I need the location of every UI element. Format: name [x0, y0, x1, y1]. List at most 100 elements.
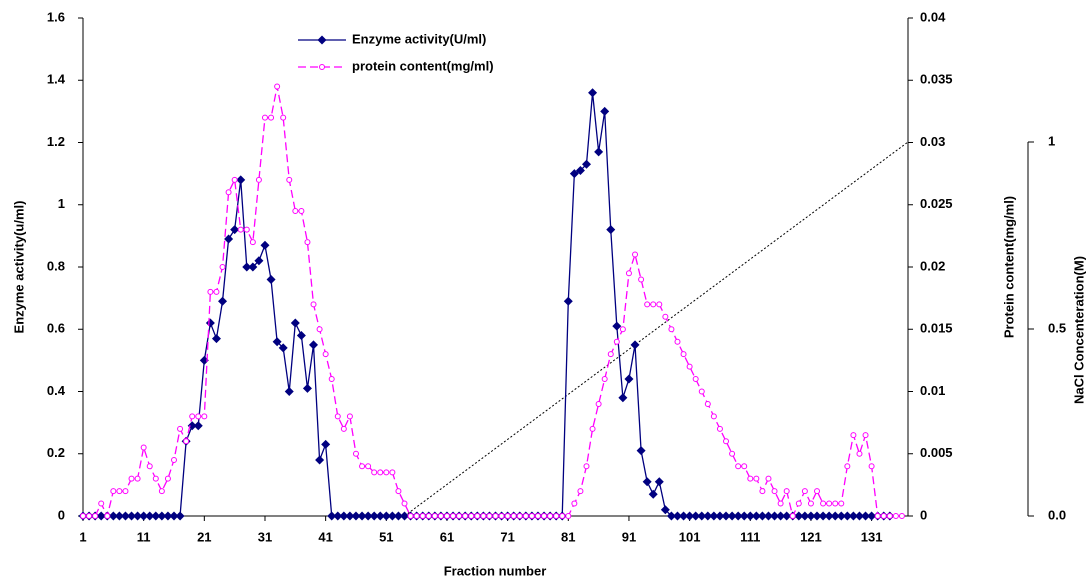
- data-point: [575, 166, 585, 176]
- data-point: [127, 511, 137, 521]
- y-tick-label: 1.4: [47, 72, 66, 87]
- data-point: [346, 413, 353, 420]
- data-point: [189, 413, 196, 420]
- data-point: [733, 511, 743, 521]
- y3-tick-label: 0.5: [1048, 320, 1066, 335]
- data-point: [334, 413, 341, 420]
- series-line: [83, 86, 902, 518]
- data-point: [868, 463, 875, 470]
- data-point: [867, 511, 877, 521]
- x-tick-label: 131: [861, 529, 883, 544]
- data-point: [679, 511, 689, 521]
- data-point: [211, 334, 221, 344]
- data-point: [703, 511, 713, 521]
- data-point: [157, 511, 167, 521]
- data-point: [110, 488, 117, 495]
- x-tick-label: 111: [740, 529, 760, 544]
- y-tick-label: 0: [58, 507, 65, 522]
- x-tick-label: 31: [258, 529, 272, 544]
- data-point: [874, 513, 881, 519]
- data-point: [648, 489, 658, 499]
- data-point: [668, 326, 675, 333]
- data-point: [686, 363, 693, 370]
- data-point: [151, 511, 161, 521]
- data-point: [698, 388, 705, 395]
- data-point: [820, 500, 827, 507]
- x-tick-label: 21: [197, 529, 211, 544]
- data-point: [624, 374, 634, 384]
- y-tick-label: 0.4: [47, 383, 66, 398]
- data-point: [735, 463, 742, 470]
- x-tick-label: 91: [622, 529, 636, 544]
- data-point: [581, 159, 591, 169]
- data-point: [278, 343, 288, 353]
- data-point: [254, 256, 264, 266]
- data-point: [547, 513, 554, 519]
- data-point: [96, 511, 106, 521]
- data-point: [462, 513, 469, 519]
- y3-tick-label: 1: [1048, 133, 1055, 148]
- data-point: [116, 488, 123, 495]
- data-point: [842, 511, 852, 521]
- data-point: [783, 488, 790, 495]
- data-point: [280, 114, 287, 121]
- data-point: [854, 511, 864, 521]
- data-point: [340, 425, 347, 432]
- data-point: [205, 318, 215, 328]
- data-point: [565, 513, 572, 519]
- data-point: [243, 226, 250, 233]
- data-point: [642, 477, 652, 487]
- data-point: [413, 513, 420, 519]
- data-point: [672, 511, 682, 521]
- y2-tick-label: 0.01: [920, 383, 945, 398]
- data-point: [401, 500, 408, 507]
- x-tick-label: 1: [79, 529, 86, 544]
- data-point: [274, 83, 281, 90]
- data-point: [290, 318, 300, 328]
- data-point: [836, 511, 846, 521]
- data-point: [375, 511, 385, 521]
- data-point: [163, 511, 173, 521]
- data-point: [431, 513, 438, 519]
- data-point: [510, 513, 517, 519]
- data-point: [763, 511, 773, 521]
- data-point: [723, 438, 730, 445]
- x-tick-label: 101: [679, 529, 701, 544]
- data-point: [729, 450, 736, 457]
- data-point: [807, 500, 814, 507]
- y2-tick-label: 0.005: [920, 445, 953, 460]
- data-point: [316, 326, 323, 333]
- data-point: [152, 475, 159, 482]
- data-point: [625, 270, 632, 277]
- data-point: [770, 511, 780, 521]
- data-point: [739, 511, 749, 521]
- data-point: [443, 513, 450, 519]
- data-point: [650, 301, 657, 308]
- data-point: [800, 511, 810, 521]
- data-point: [407, 513, 414, 519]
- data-point: [534, 513, 541, 519]
- data-point: [601, 376, 608, 383]
- y-tick-label: 0.2: [47, 445, 65, 460]
- data-point: [600, 106, 610, 116]
- data-point: [662, 313, 669, 320]
- data-point: [351, 511, 361, 521]
- data-point: [231, 176, 238, 183]
- x-tick-label: 51: [379, 529, 393, 544]
- legend-label: protein content(mg/ml): [352, 58, 494, 73]
- y2-tick-label: 0.03: [920, 134, 945, 149]
- data-point: [292, 207, 299, 214]
- data-point: [371, 469, 378, 476]
- data-point: [120, 511, 130, 521]
- data-point: [759, 488, 766, 495]
- data-point: [468, 513, 475, 519]
- data-point: [595, 400, 602, 407]
- data-point: [745, 511, 755, 521]
- data-point: [425, 513, 432, 519]
- data-point: [789, 513, 796, 519]
- data-point: [710, 413, 717, 420]
- data-point: [266, 274, 276, 284]
- data-point: [632, 251, 639, 258]
- series-line: [83, 92, 890, 517]
- data-point: [321, 439, 331, 449]
